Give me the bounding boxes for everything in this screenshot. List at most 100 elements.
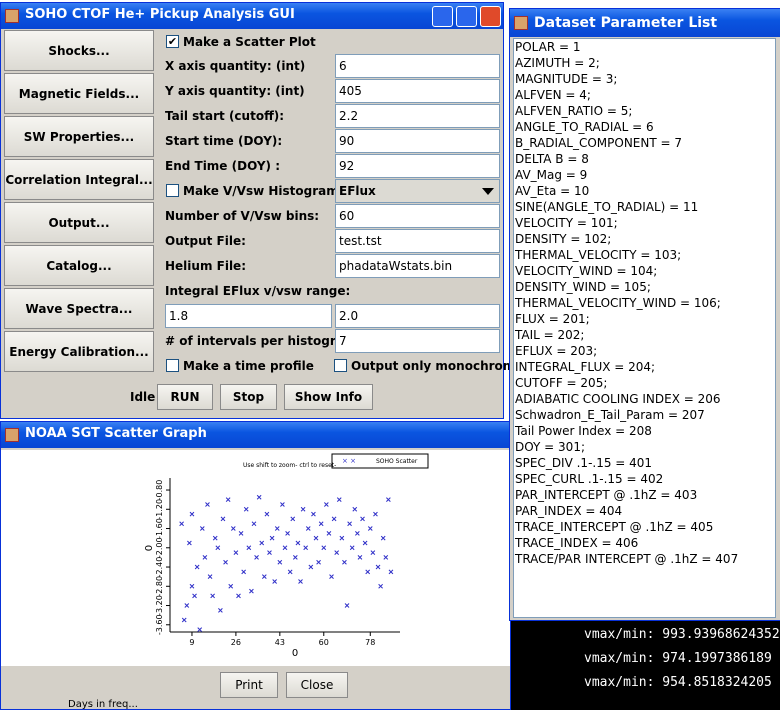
scatter-point <box>282 545 288 551</box>
parameter-item: TRACE_INDEX = 406 <box>515 536 639 550</box>
parameter-item: TRACE_INTERCEPT @ .1hZ = 405 <box>515 520 714 534</box>
dropdown-arrow[interactable] <box>482 188 494 195</box>
field-label: Number of V/Vsw bins: <box>165 209 320 223</box>
scatter-point <box>370 550 376 555</box>
side-button[interactable]: Correlation Integral... <box>4 159 154 200</box>
text-field[interactable]: 92 <box>335 154 500 178</box>
scatter-point <box>277 559 283 565</box>
legend-marker: × × <box>342 457 356 465</box>
monochrome-checkbox-box[interactable] <box>334 359 347 372</box>
y-tick-label: -1.20 <box>155 499 164 520</box>
scatter-point <box>331 516 337 522</box>
parameter-item: PAR_INDEX = 404 <box>515 504 623 518</box>
scatter-point <box>220 516 226 522</box>
scatter-point <box>380 535 386 541</box>
terminal-line: vmax/min: 993.93968624352 <box>584 627 780 642</box>
text-field[interactable]: 90 <box>335 129 500 153</box>
side-button[interactable]: Catalog... <box>4 245 154 286</box>
y-axis-label: 0 <box>144 545 155 551</box>
text-field[interactable]: 7 <box>335 329 500 353</box>
y-tick-label: -1.60 <box>155 518 164 539</box>
time-profile-checkbox-label[interactable]: Make a time profile <box>183 359 314 373</box>
field-label: X axis quantity: (int) <box>165 59 306 73</box>
title-bar: SOHO CTOF He+ Pickup Analysis GUI <box>1 3 503 29</box>
parameter-item: PAR_INTERCEPT @ .1hZ = 403 <box>515 488 698 502</box>
range-min[interactable]: 1.8 <box>165 304 332 328</box>
scatter-point <box>241 569 247 575</box>
action-button[interactable]: Show Info <box>284 384 373 410</box>
field-label: End Time (DOY) : <box>165 159 280 173</box>
range-max[interactable]: 2.0 <box>335 304 500 328</box>
scatter-point <box>280 502 285 507</box>
text-field[interactable]: phadataWstats.bin <box>335 254 500 278</box>
scatter-point <box>342 559 347 565</box>
text-field[interactable]: 60 <box>335 204 500 228</box>
field-label: Y axis quantity: (int) <box>165 84 305 98</box>
time-profile-checkbox-box[interactable] <box>166 359 179 372</box>
text-field[interactable]: 405 <box>335 79 500 103</box>
parameter-item: VELOCITY = 101; <box>515 216 618 230</box>
dropdown[interactable]: EFlux <box>335 179 500 203</box>
scatter-point <box>228 583 234 589</box>
scatter-point <box>261 574 267 580</box>
parameter-item: SPEC_CURL .1-.15 = 402 <box>515 472 664 486</box>
window-icon <box>5 428 19 442</box>
graph-button[interactable]: Close <box>286 672 348 698</box>
graph-button[interactable]: Print <box>220 672 278 698</box>
scatter-point <box>318 521 324 527</box>
parameter-item: THERMAL_VELOCITY_WIND = 106; <box>515 296 721 310</box>
parameter-item: POLAR = 1 <box>515 40 581 54</box>
histogram-checkbox-box[interactable] <box>166 184 179 197</box>
monochrome-checkbox-label[interactable]: Output only monochrome <box>351 359 524 373</box>
scatter-checkbox-label[interactable]: Make a Scatter Plot <box>183 35 316 49</box>
text-field[interactable]: 2.2 <box>335 104 500 128</box>
side-button[interactable]: Magnetic Fields... <box>4 73 154 114</box>
minimize-button[interactable] <box>432 6 453 27</box>
parameter-item: AZIMUTH = 2; <box>515 56 600 70</box>
y-tick-label: -2.40 <box>155 557 164 578</box>
parameter-item: ADIABATIC COOLING INDEX = 206 <box>515 392 721 406</box>
y-tick-label: -0.80 <box>155 480 164 501</box>
parameter-item: ALFVEN_RATIO = 5; <box>515 104 633 118</box>
side-button[interactable]: Wave Spectra... <box>4 288 154 329</box>
scatter-point <box>243 506 249 512</box>
text-field[interactable]: 6 <box>335 54 500 78</box>
scatter-point <box>199 526 205 531</box>
scatter-checkbox-box[interactable]: ✔ <box>166 35 179 48</box>
hint: Use shift to zoom- ctrl to reset- <box>243 462 336 469</box>
maximize-button[interactable] <box>456 6 477 27</box>
scatter-point <box>267 550 272 555</box>
action-button[interactable]: Stop <box>220 384 277 410</box>
text-field[interactable]: test.tst <box>335 229 500 253</box>
parameter-item: AV_Mag = 9 <box>515 168 588 182</box>
scatter-point <box>259 540 265 546</box>
scatter-point <box>352 506 358 512</box>
scatter-point <box>269 535 275 541</box>
side-button[interactable]: Shocks... <box>4 30 154 71</box>
scatter-point <box>189 511 195 517</box>
scatter-point <box>383 555 389 560</box>
scatter-point <box>202 555 208 560</box>
parameter-item: ANGLE_TO_RADIAL = 6 <box>515 120 654 134</box>
scatter-point <box>212 535 218 541</box>
field-label: # of intervals per histogram: <box>165 334 362 348</box>
close-button[interactable] <box>480 6 501 27</box>
scatter-point <box>205 502 210 507</box>
scatter-point <box>336 497 342 503</box>
action-button[interactable]: RUN <box>157 384 213 410</box>
x-tick-label: 9 <box>189 638 194 647</box>
parameter-item: INTEGRAL_FLUX = 204; <box>515 360 656 374</box>
scatter-point <box>311 511 316 517</box>
scatter-point <box>349 545 355 551</box>
scatter-point <box>323 502 329 507</box>
scatter-point <box>298 579 303 584</box>
side-button[interactable]: Energy Calibration... <box>4 331 154 372</box>
scatter-point <box>334 550 340 555</box>
side-button[interactable]: Output... <box>4 202 154 243</box>
scatter-point <box>287 569 293 575</box>
side-button[interactable]: SW Properties... <box>4 116 154 157</box>
scatter-point <box>238 530 244 536</box>
scatter-point <box>355 530 360 536</box>
scatter-point <box>194 564 200 570</box>
histogram-checkbox-label[interactable]: Make V/Vsw Histogram <box>183 184 339 198</box>
